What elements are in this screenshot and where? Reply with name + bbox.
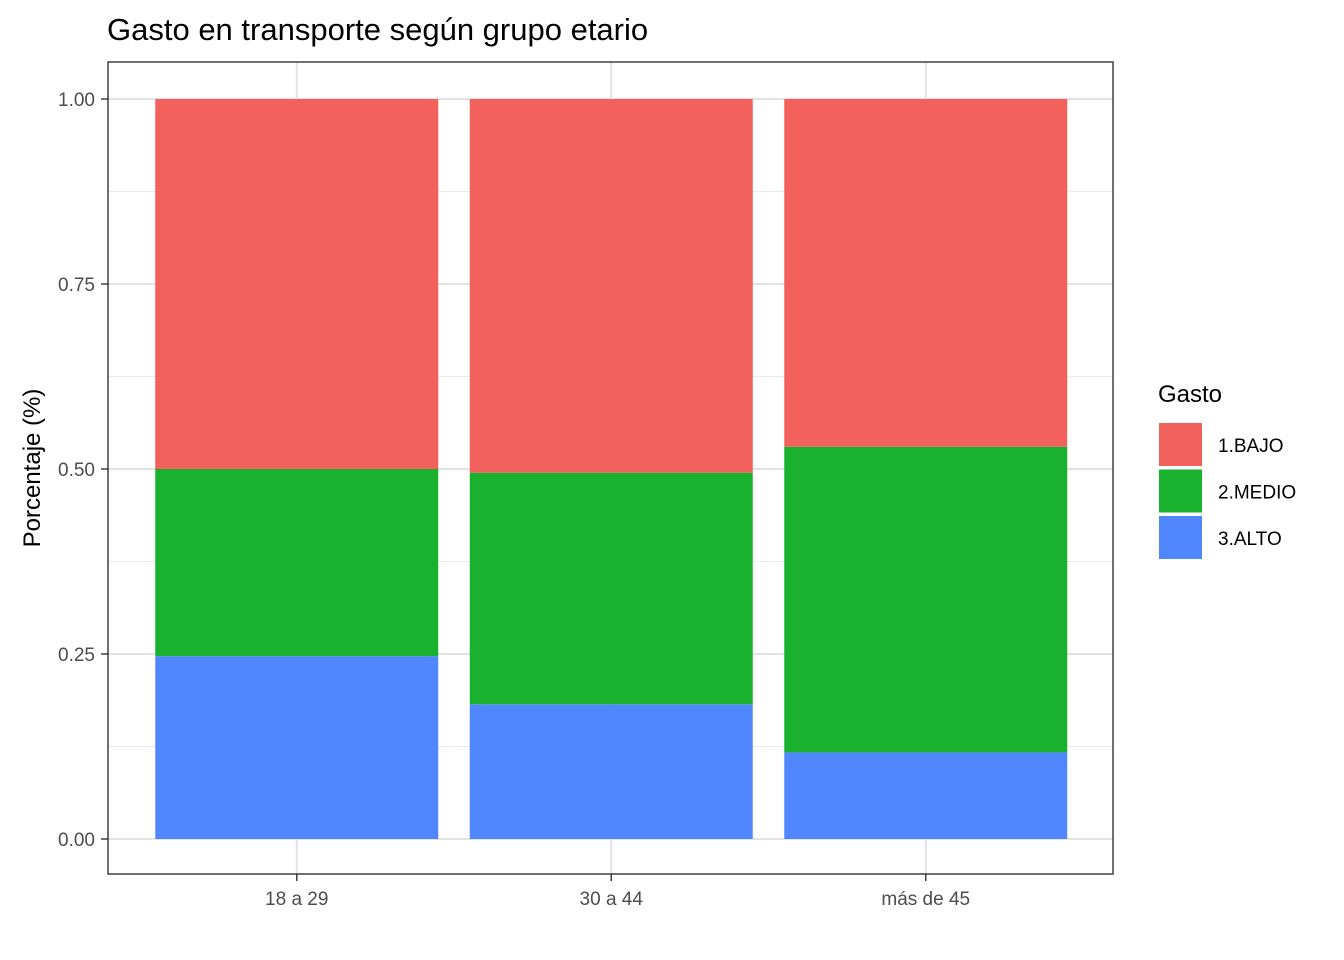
bar-3-alto-2: [784, 752, 1068, 839]
bar-1-bajo-0: [155, 99, 439, 469]
bar-1-bajo-1: [469, 99, 753, 473]
legend: Gasto 1.BAJO 2.MEDIO 3.ALTO: [1158, 381, 1296, 559]
y-axis: 0.00 0.25 0.50 0.75 1.00: [58, 90, 108, 851]
legend-label: 1.BAJO: [1218, 436, 1283, 457]
y-tick-label: 0.75: [58, 275, 95, 296]
bar-2-medio-0: [155, 469, 439, 657]
x-tick-label: 18 a 29: [265, 889, 328, 910]
legend-label: 2.MEDIO: [1218, 483, 1296, 504]
chart-title: Gasto en transporte según grupo etario: [107, 12, 648, 47]
bar-2-medio-2: [784, 446, 1068, 753]
y-axis-title: Porcentaje (%): [19, 389, 46, 548]
bar-3-alto-0: [155, 656, 439, 839]
y-tick-label: 0.50: [58, 460, 95, 481]
x-tick-label: 30 a 44: [580, 889, 644, 910]
x-tick-label: más de 45: [881, 889, 970, 910]
bar-3-alto-1: [469, 704, 753, 839]
legend-key: [1159, 423, 1202, 466]
bar-1-bajo-2: [784, 99, 1068, 447]
legend-key: [1159, 516, 1202, 559]
plot-panel: [107, 61, 1114, 875]
bars: [155, 99, 1068, 839]
y-tick-label: 1.00: [58, 90, 95, 111]
y-tick-label: 0.00: [58, 830, 95, 851]
panel-border: [107, 61, 1114, 875]
legend-title: Gasto: [1158, 381, 1222, 408]
y-tick-label: 0.25: [58, 645, 95, 666]
bar-2-medio-1: [469, 472, 753, 705]
legend-key: [1159, 469, 1202, 513]
x-axis: 18 a 29 30 a 44 más de 45: [265, 874, 970, 910]
legend-label: 3.ALTO: [1218, 529, 1282, 550]
